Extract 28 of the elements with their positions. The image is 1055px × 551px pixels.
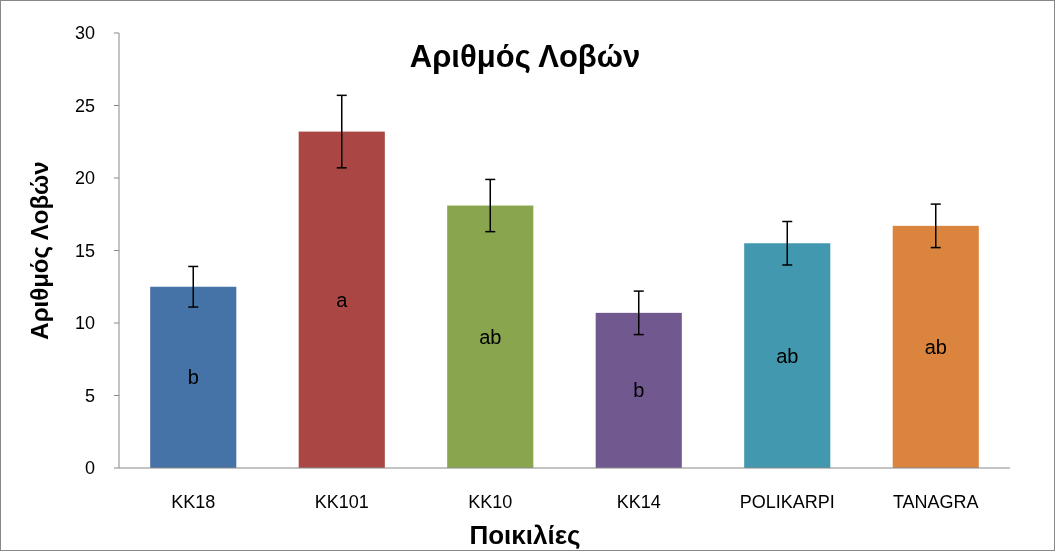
x-tick-label: KK101 <box>314 492 369 512</box>
bar <box>595 312 682 468</box>
y-tick-label: 5 <box>84 385 95 406</box>
x-tick-label: KK10 <box>468 492 513 512</box>
chart-title: Αριθμός Λοβών <box>409 39 641 74</box>
bar <box>150 286 237 468</box>
x-tick-label: POLIKARPI <box>739 492 835 512</box>
annotation: ab <box>479 325 502 348</box>
bar <box>447 205 534 468</box>
y-tick-label: 10 <box>74 313 95 334</box>
bar <box>298 131 385 468</box>
x-tick-label: TANAGRA <box>892 492 979 512</box>
annotation: a <box>336 288 349 311</box>
annotation: b <box>187 366 199 389</box>
y-axis-title: Αριθμός Λοβών <box>26 161 53 340</box>
x-axis-title: Ποικιλίες <box>469 520 581 550</box>
x-tick-label: KK14 <box>616 492 661 512</box>
annotation: ab <box>924 335 947 358</box>
y-tick-label: 15 <box>74 240 95 261</box>
annotation: b <box>633 379 645 402</box>
bar <box>744 243 831 468</box>
x-tick-label: KK18 <box>171 492 216 512</box>
y-tick-label: 20 <box>74 168 95 189</box>
bar <box>892 225 979 468</box>
y-tick-label: 25 <box>74 95 95 116</box>
annotation: ab <box>776 344 799 367</box>
y-tick-label: 30 <box>74 23 95 44</box>
y-tick-label: 0 <box>84 458 95 479</box>
